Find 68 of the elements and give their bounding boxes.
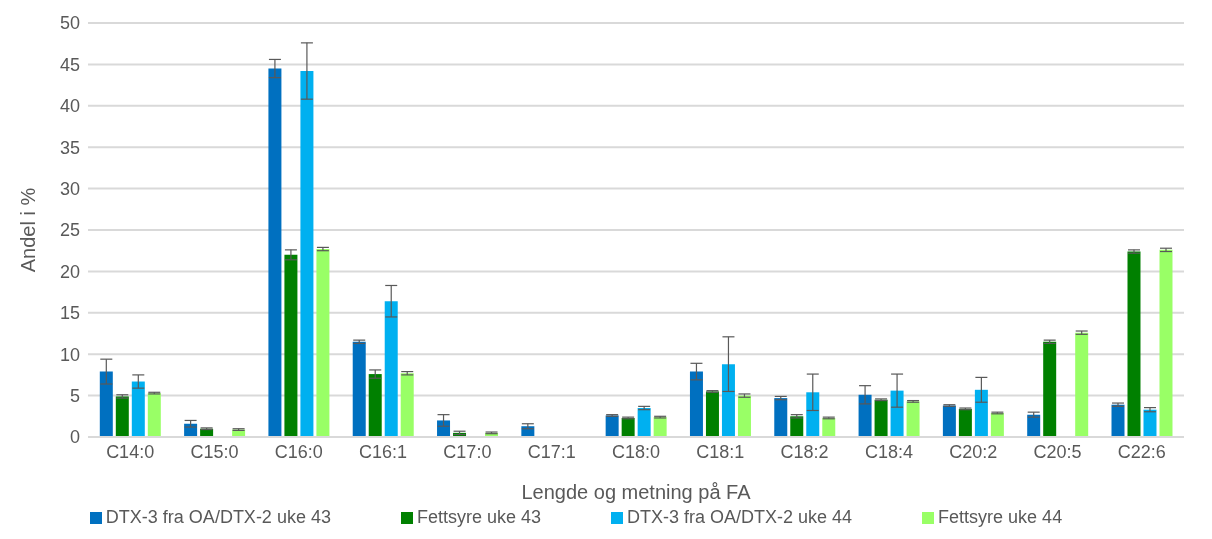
bar: [368, 374, 382, 437]
bar: [874, 399, 888, 437]
bar: [974, 389, 988, 437]
bar: [1159, 249, 1173, 437]
bar: [689, 371, 703, 437]
bar: [99, 371, 113, 437]
bar: [774, 398, 788, 437]
bar: [1075, 332, 1089, 437]
legend-label: DTX-3 fra OA/DTX-2 uke 44: [627, 507, 853, 527]
bar: [637, 408, 651, 437]
x-tick-label: C16:0: [274, 441, 323, 462]
y-axis-title: Andel i %: [17, 187, 40, 273]
legend-label: Fettsyre uke 43: [416, 507, 541, 527]
bar: [621, 417, 635, 437]
x-axis-title: Lengde og metning på FA: [521, 481, 752, 503]
bar: [653, 417, 667, 437]
bar: [1143, 409, 1157, 437]
x-tick-label: C22:6: [1117, 441, 1166, 462]
bar: [316, 249, 330, 437]
bar: [1127, 251, 1141, 437]
y-tick-label: 0: [69, 427, 80, 448]
bar: [958, 408, 972, 437]
bar: [384, 301, 398, 437]
x-tick-label: C20:2: [949, 441, 998, 462]
y-tick-label: 10: [59, 344, 80, 365]
x-tick-label: C18:1: [696, 441, 745, 462]
x-tick-label: C15:0: [190, 441, 239, 462]
bar: [858, 394, 872, 437]
bar: [737, 395, 751, 437]
x-tick-label: C14:0: [106, 441, 155, 462]
x-tick-label: C17:0: [443, 441, 492, 462]
y-tick-label: 5: [69, 385, 80, 406]
bar: [115, 396, 129, 437]
bar: [790, 416, 804, 437]
y-tick-label: 25: [59, 220, 80, 241]
bar: [268, 68, 282, 437]
legend-label: Fettsyre uke 44: [938, 507, 1063, 527]
bar: [721, 364, 735, 437]
bar: [284, 254, 298, 437]
x-tick-label: C16:1: [359, 441, 408, 462]
x-tick-label: C18:0: [611, 441, 661, 462]
bar: [300, 71, 314, 437]
bar: [1111, 404, 1125, 437]
x-tick-label: C17:1: [527, 441, 576, 462]
y-tick-label: 15: [59, 303, 80, 324]
y-tick-label: 45: [59, 54, 80, 75]
bar: [822, 417, 836, 437]
y-tick-label: 30: [59, 178, 80, 199]
legend-label: DTX-3 fra OA/DTX-2 uke 43: [105, 507, 331, 527]
bar: [147, 393, 161, 437]
x-tick-label: C18:2: [780, 441, 829, 462]
y-tick-label: 50: [59, 13, 80, 34]
bar: [705, 391, 719, 437]
bar: [942, 405, 956, 437]
x-tick-label: C18:4: [864, 441, 913, 462]
bar: [890, 390, 904, 437]
bar: [131, 381, 145, 437]
bar: [605, 415, 619, 437]
x-tick-label: C20:5: [1033, 441, 1082, 462]
y-tick-label: 35: [59, 137, 80, 158]
bar: [990, 412, 1004, 437]
bar: [352, 341, 366, 437]
bar: [906, 401, 920, 437]
y-tick-label: 40: [59, 96, 80, 117]
bar: [806, 392, 820, 437]
bar: [1043, 341, 1057, 437]
y-tick-label: 20: [59, 261, 80, 282]
bar: [400, 373, 414, 437]
